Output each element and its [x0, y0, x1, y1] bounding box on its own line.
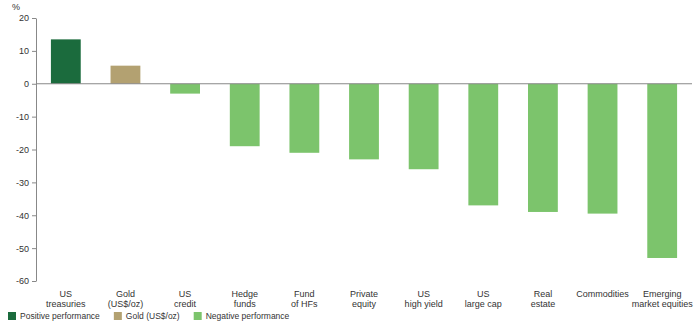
legend-item: Positive performance [8, 311, 100, 321]
x-tick-label: Fundof HFs [291, 289, 318, 309]
y-tick-label: -20 [16, 145, 29, 155]
y-tick: -40 [16, 211, 36, 221]
x-tick-label: UStreasuries [46, 289, 86, 309]
bar [289, 84, 319, 153]
y-axis-title: % [12, 2, 20, 12]
x-tick-label: USlarge cap [465, 289, 502, 309]
x-tick: UShigh yield [405, 289, 443, 309]
chart: -60 -50 -40 -30 -20 -10 0 10 20 UStreasuries Gold(… [0, 0, 700, 327]
x-tick: Privateequity [350, 289, 378, 309]
legend-swatch [8, 312, 16, 320]
x-tick-label: Commodities [576, 289, 629, 299]
y-tick-mark [32, 182, 36, 183]
y-tick: 0 [24, 79, 36, 89]
y-tick: -60 [16, 276, 36, 286]
legend-label: Gold (US$/oz) [126, 311, 180, 321]
x-tick: UStreasuries [46, 289, 86, 309]
x-tick-label: Hedgefunds [231, 289, 258, 309]
x-tick-label: UShigh yield [405, 289, 443, 309]
x-tick: Hedgefunds [231, 289, 258, 309]
y-tick-label: -10 [16, 112, 29, 122]
x-tick: Emergingmarket equities [632, 289, 694, 309]
y-tick-mark [32, 150, 36, 151]
bar [528, 84, 558, 212]
bars [51, 39, 677, 258]
bar [588, 84, 618, 214]
x-tick: Commodities [576, 289, 629, 299]
y-tick-mark [32, 281, 36, 282]
y-tick-mark [32, 84, 36, 85]
y-tick-label: -50 [16, 244, 29, 254]
plot: -60 -50 -40 -30 -20 -10 0 10 20 UStreasuries Gold(… [16, 13, 693, 309]
y-tick: -50 [16, 244, 36, 254]
legend: Positive performance Gold (US$/oz) Negativ… [8, 311, 290, 321]
y-tick: -20 [16, 145, 36, 155]
y-axis: -60 -50 -40 -30 -20 -10 0 10 20 [16, 13, 37, 286]
x-tick-label: Realestate [531, 289, 556, 309]
bar [468, 84, 498, 206]
y-tick-label: -40 [16, 211, 29, 221]
legend-label: Negative performance [206, 311, 290, 321]
legend-swatch [194, 312, 202, 320]
y-tick-label: 20 [19, 13, 29, 23]
legend-label: Positive performance [20, 311, 100, 321]
bar [111, 66, 141, 84]
y-tick-mark [32, 117, 36, 118]
x-axis: UStreasuries Gold(US$/oz) UScredit Hedgefun… [46, 289, 693, 309]
y-tick: 10 [19, 46, 36, 56]
legend-swatch [114, 312, 122, 320]
bar [51, 39, 81, 83]
y-tick-mark [32, 248, 36, 249]
y-tick-label: 0 [24, 79, 29, 89]
x-tick: UScredit [174, 289, 197, 309]
y-tick-mark [32, 18, 36, 19]
bar [170, 84, 200, 94]
bar [409, 84, 439, 169]
y-tick-mark [32, 215, 36, 216]
y-tick-mark [32, 51, 36, 52]
x-tick: USlarge cap [465, 289, 502, 309]
x-tick-label: Gold(US$/oz) [108, 289, 144, 309]
x-tick-label: UScredit [174, 289, 197, 309]
y-tick-label: -30 [16, 178, 29, 188]
y-tick: -10 [16, 112, 36, 122]
y-tick: 20 [19, 13, 36, 23]
bar [230, 84, 260, 146]
bar [647, 84, 677, 258]
y-axis-line [36, 19, 37, 282]
legend-item: Gold (US$/oz) [114, 311, 180, 321]
zero-line [36, 83, 692, 84]
x-tick: Gold(US$/oz) [108, 289, 144, 309]
x-tick-label: Emergingmarket equities [632, 289, 694, 309]
y-tick-label: 10 [19, 46, 29, 56]
legend-item: Negative performance [194, 311, 290, 321]
y-tick: -30 [16, 178, 36, 188]
x-tick: Realestate [531, 289, 556, 309]
y-tick-label: -60 [16, 276, 29, 286]
bar [349, 84, 379, 160]
x-tick: Fundof HFs [291, 289, 318, 309]
x-tick-label: Privateequity [350, 289, 378, 309]
